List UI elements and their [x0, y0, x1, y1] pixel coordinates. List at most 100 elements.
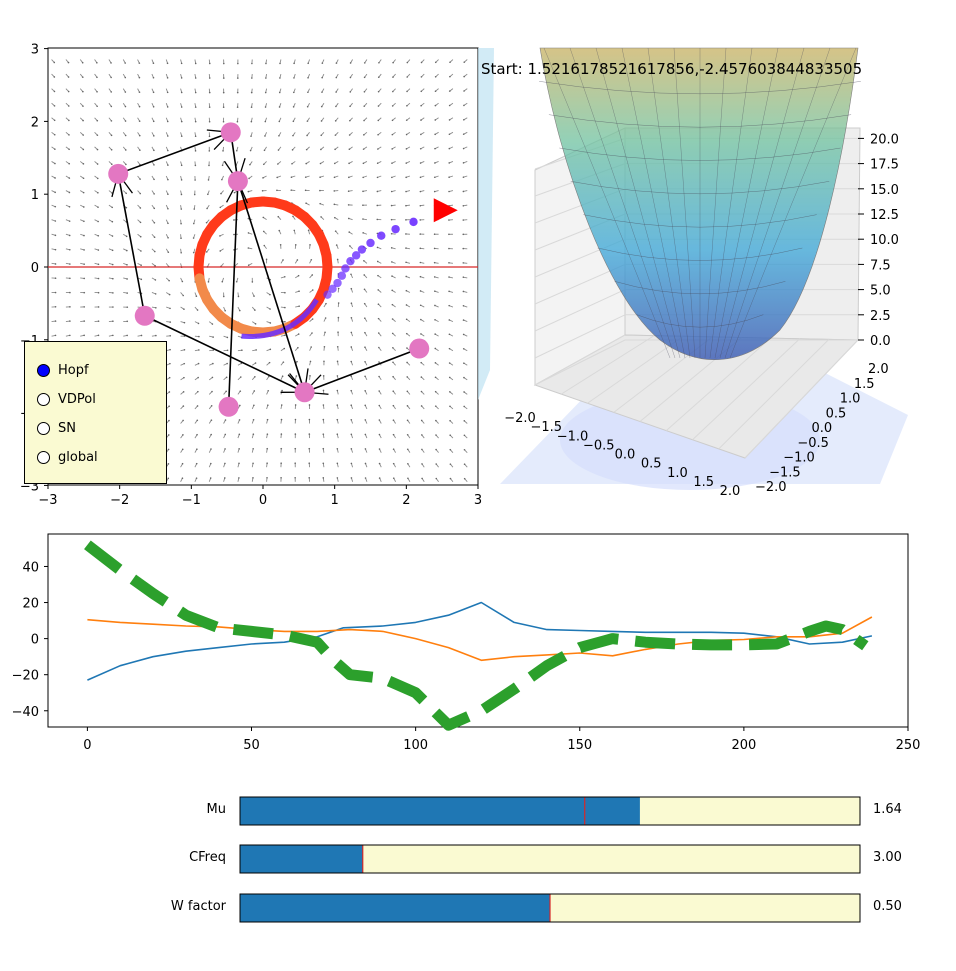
- vector-arrow-head: [362, 218, 364, 220]
- vector-arrow-head: [322, 433, 325, 435]
- vector-arrow-head: [180, 91, 183, 94]
- radio-sn[interactable]: SN: [37, 418, 76, 438]
- vector-arrow-head: [419, 290, 422, 292]
- vector-arrow-head: [406, 61, 409, 64]
- vector-arrow-head: [405, 204, 407, 207]
- draggable-node[interactable]: [218, 396, 239, 417]
- vector-arrow-head: [290, 176, 293, 179]
- vector-arrow-head: [180, 77, 183, 79]
- vector-arrow-head: [280, 476, 282, 479]
- slider-mu[interactable]: [239, 796, 861, 826]
- vector-arrow-head: [308, 418, 311, 421]
- radio-label: global: [58, 449, 98, 465]
- vector-arrow-head: [194, 62, 197, 65]
- radio-global[interactable]: global: [37, 447, 98, 467]
- slider-value-cfreq: 3.00: [873, 850, 902, 865]
- vector-arrow-head: [167, 477, 170, 480]
- vector-arrow-head: [236, 120, 239, 123]
- x-tick-label: 0: [259, 493, 267, 508]
- vector-arrow-head: [153, 135, 155, 137]
- vector-arrow-head: [69, 334, 71, 337]
- vector-arrow-head: [337, 302, 340, 304]
- timeseries-axes-frame: [47, 533, 909, 728]
- trail-point: [377, 231, 386, 240]
- vector-arrow-head: [407, 462, 409, 465]
- slider-cfreq[interactable]: [239, 844, 861, 874]
- draggable-node[interactable]: [227, 171, 248, 192]
- vector-arrow-head: [405, 148, 408, 150]
- radio-hopf[interactable]: Hopf: [37, 360, 89, 380]
- vector-arrow-head: [110, 120, 113, 122]
- draggable-nodes[interactable]: [108, 122, 430, 417]
- vector-arrow-head: [82, 191, 85, 194]
- vector-arrow-head: [53, 133, 56, 136]
- vector-arrow-head: [266, 462, 268, 465]
- vector-arrow-head: [391, 133, 394, 136]
- y-tick-label: 0: [31, 633, 39, 648]
- vector-arrow-head: [347, 217, 350, 220]
- radio-button-icon[interactable]: [37, 450, 50, 464]
- x-axis-ticks: −2.0−1.5−1.0−0.50.0 0.5 1.0 1.5 2.0: [504, 411, 740, 499]
- vector-arrow-head: [183, 362, 186, 365]
- trail-point: [391, 224, 400, 234]
- vector-arrow-head: [463, 463, 466, 466]
- radio-button-icon[interactable]: [37, 363, 50, 377]
- vector-arrow-head: [348, 134, 351, 136]
- slider-w-factor[interactable]: [239, 893, 861, 923]
- vector-arrow-head: [462, 304, 465, 307]
- radio-button-icon[interactable]: [37, 392, 50, 406]
- draggable-node[interactable]: [409, 338, 430, 359]
- radio-button-icon[interactable]: [37, 421, 50, 435]
- vector-arrow-head: [221, 280, 224, 283]
- vector-arrow-head: [219, 235, 221, 237]
- vector-arrow-head: [420, 133, 422, 136]
- vector-arrow-head: [180, 106, 183, 108]
- vector-arrow-head: [378, 419, 381, 421]
- draggable-node[interactable]: [294, 382, 315, 403]
- draggable-node[interactable]: [108, 163, 129, 184]
- vector-arrow-head: [110, 105, 113, 108]
- vector-arrow-head: [419, 219, 422, 221]
- vector-arrow-head: [236, 91, 239, 94]
- x-tick-label: 0: [83, 738, 91, 753]
- vector-arrow-head: [291, 149, 294, 151]
- vector-arrow-head: [435, 448, 437, 451]
- vector-arrow-head: [311, 332, 313, 334]
- vector-arrow-head: [449, 405, 451, 408]
- direction-marker: [433, 198, 458, 223]
- surface-3d-plot[interactable]: 0.02.55.07.510.012.515.017.520.0 −2.0−1.…: [478, 47, 908, 499]
- vector-arrow-head: [138, 91, 141, 93]
- vector-arrow-head: [295, 375, 298, 377]
- series-line: [87, 616, 873, 662]
- vector-arrow-head: [462, 133, 465, 135]
- phase-x-ticks: −3 −2 −1 0 1 2 3: [38, 485, 482, 508]
- vector-arrow-head: [83, 334, 85, 337]
- vector-arrow-head: [462, 162, 465, 164]
- vector-arrow-head: [448, 319, 451, 321]
- vector-arrow-head: [405, 332, 408, 335]
- vector-arrow-head: [406, 448, 409, 451]
- vector-arrow-head: [166, 62, 169, 65]
- mesh-meridian: [719, 47, 805, 359]
- vector-arrow-head: [224, 448, 226, 450]
- vector-arrow-head: [434, 133, 436, 136]
- vector-arrow-head: [390, 247, 393, 249]
- vector-arrow-head: [266, 433, 269, 435]
- vector-arrow-head: [347, 190, 350, 192]
- vector-arrow-head: [250, 120, 253, 123]
- draggable-node[interactable]: [134, 305, 155, 326]
- vector-arrow-head: [194, 135, 197, 138]
- vector-arrow-head: [463, 420, 466, 422]
- vector-arrow-head: [406, 405, 409, 407]
- vector-arrow-head: [462, 190, 465, 193]
- vector-arrow-head: [378, 462, 381, 465]
- side-gridline: [534, 314, 626, 359]
- vector-arrow-head: [97, 334, 100, 337]
- draggable-node[interactable]: [220, 122, 241, 143]
- vector-arrow-head: [336, 345, 339, 348]
- vector-arrow-head: [112, 320, 114, 322]
- vector-arrow-head: [194, 120, 197, 123]
- slider-value-mu: 1.64: [873, 802, 902, 817]
- radio-vdpol[interactable]: VDPol: [37, 389, 96, 409]
- slider-value-w-factor: 0.50: [873, 899, 902, 914]
